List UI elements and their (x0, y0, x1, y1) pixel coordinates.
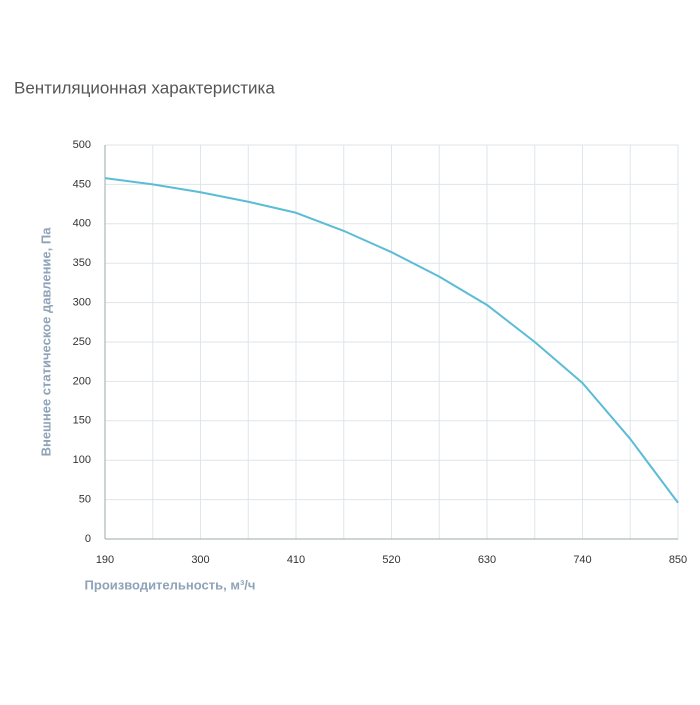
y-tick-label: 150 (73, 415, 91, 427)
data-line (104, 177, 679, 504)
y-tick-label: 50 (79, 494, 91, 506)
y-tick-label: 100 (73, 454, 91, 466)
y-tick-label: 200 (73, 375, 91, 387)
y-axis-label: Внешнее статическое давление, Па (38, 227, 53, 457)
y-tick-label: 350 (73, 257, 91, 269)
x-axis-label: Производительность, м³/ч (85, 577, 256, 592)
y-tick-label: 450 (73, 178, 91, 190)
y-tick-label: 250 (73, 336, 91, 348)
x-tick-label: 740 (573, 554, 591, 566)
x-tick-label: 300 (191, 554, 209, 566)
x-tick-label: 410 (287, 554, 305, 566)
y-tick-label: 400 (73, 218, 91, 230)
y-tick-label: 500 (73, 139, 91, 151)
y-tick-label: 300 (73, 297, 91, 309)
x-tick-label: 850 (669, 554, 687, 566)
x-tick-label: 190 (96, 554, 114, 566)
chart-title: Вентиляционная характеристика (14, 78, 275, 97)
y-tick-label: 0 (85, 533, 91, 545)
x-tick-label: 520 (382, 554, 400, 566)
x-tick-label: 630 (478, 554, 496, 566)
